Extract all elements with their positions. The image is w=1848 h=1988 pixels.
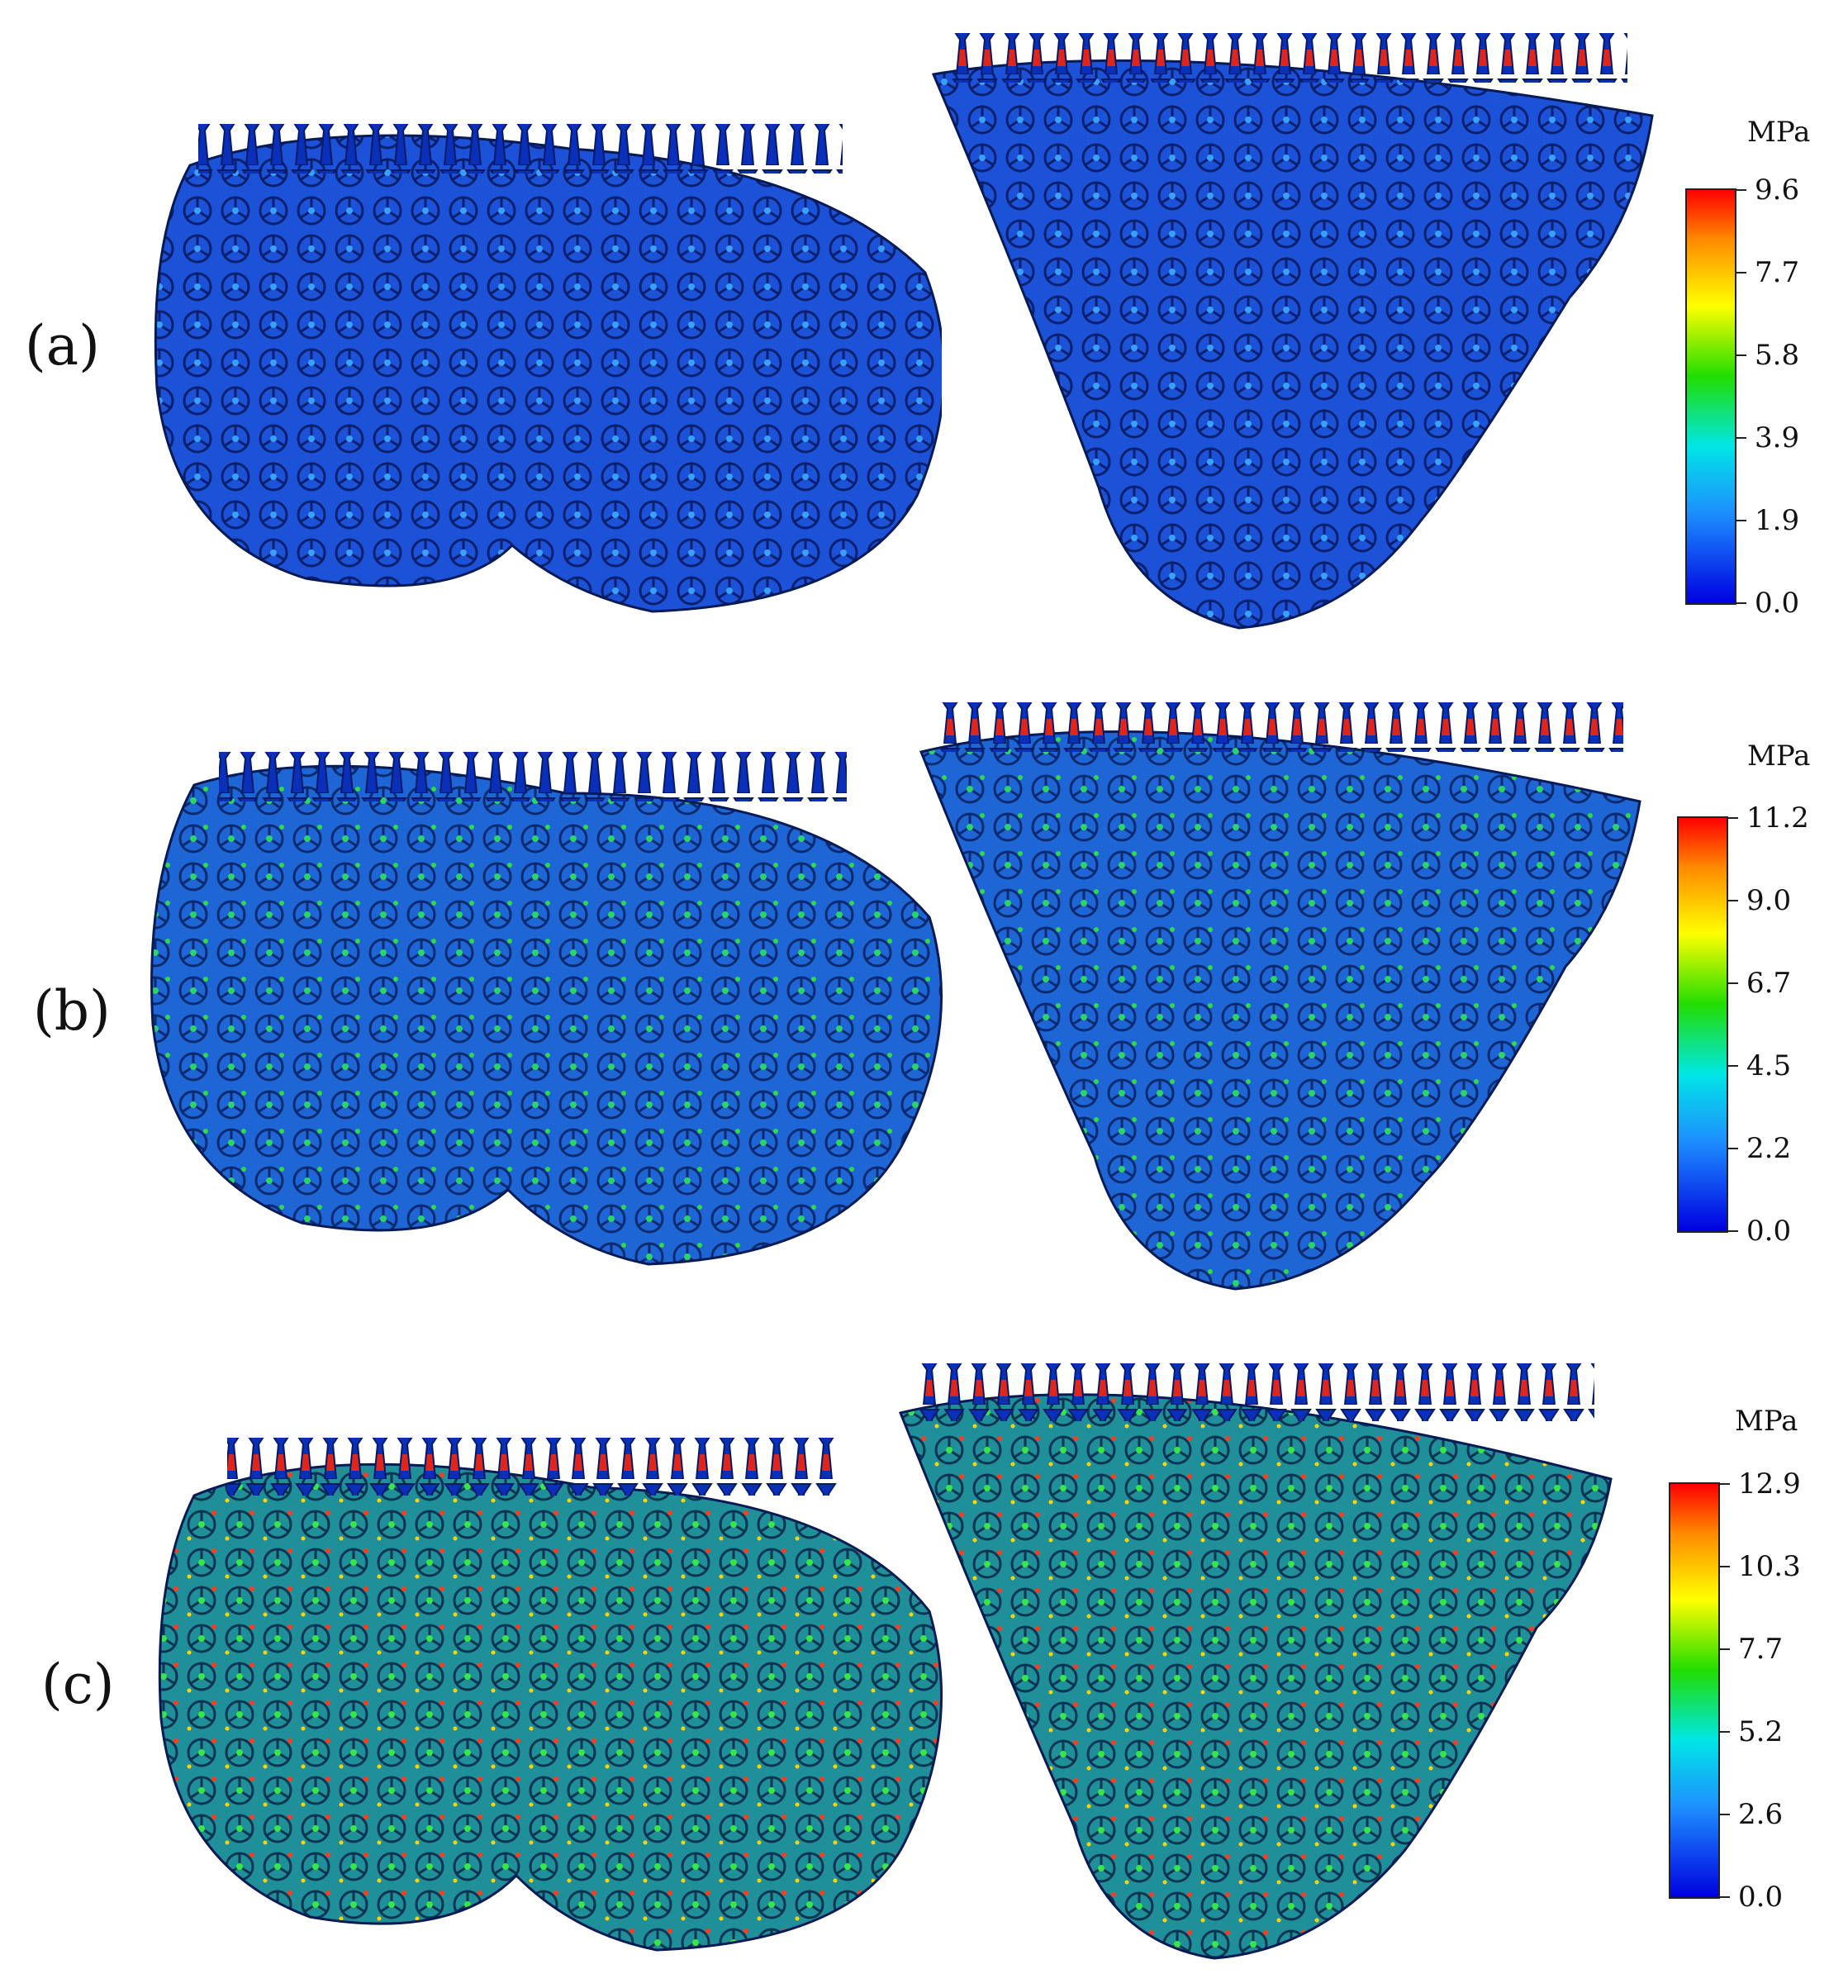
scaffold-right-render bbox=[898, 1363, 1613, 1960]
scaffold-left-render bbox=[154, 124, 942, 613]
tick-label: 7.7 bbox=[1738, 1633, 1784, 1666]
tick-label: 4.5 bbox=[1746, 1049, 1792, 1082]
tick-label: 0.0 bbox=[1738, 1881, 1784, 1914]
tick-label: 0.0 bbox=[1755, 587, 1800, 620]
tick bbox=[1718, 1731, 1730, 1733]
tick-label: 1.9 bbox=[1755, 504, 1800, 537]
tick-label: 0.0 bbox=[1746, 1215, 1792, 1248]
tick-label: 2.6 bbox=[1738, 1798, 1784, 1831]
tick bbox=[1735, 602, 1746, 604]
tick bbox=[1727, 1065, 1738, 1067]
colorbar bbox=[1669, 1482, 1720, 1899]
panel-c: (c) MPa 12.9 10.3 7.7 5.2 2.6 0.0 bbox=[0, 1339, 1848, 1983]
scaffold-left-render bbox=[158, 1438, 943, 1952]
tick-label: 5.2 bbox=[1738, 1715, 1784, 1748]
tick bbox=[1735, 520, 1746, 521]
tick-label: 11.2 bbox=[1746, 801, 1809, 835]
panel-a: (a) MPa 9.6 7.7 5.8 3.9 1.9 0.0 bbox=[0, 0, 1848, 644]
tick bbox=[1718, 1814, 1730, 1815]
tick bbox=[1735, 272, 1746, 273]
colorbar-unit: MPa bbox=[1747, 740, 1811, 773]
scaffold-left-render bbox=[150, 752, 943, 1266]
tick bbox=[1727, 982, 1738, 984]
panel-label: (b) bbox=[33, 979, 111, 1043]
tick-label: 5.8 bbox=[1755, 339, 1800, 372]
tick bbox=[1718, 1566, 1730, 1567]
colorbar-unit: MPa bbox=[1735, 1405, 1798, 1438]
panel-b: (b) MPa 11.2 9.0 6.7 4.5 2.2 0.0 bbox=[0, 661, 1848, 1306]
tick-label: 7.7 bbox=[1755, 256, 1800, 289]
tick bbox=[1735, 189, 1746, 191]
tick-label: 9.6 bbox=[1755, 174, 1800, 207]
scaffold-right-render bbox=[931, 33, 1654, 630]
tick bbox=[1727, 900, 1738, 901]
tick bbox=[1727, 1148, 1738, 1149]
tick-label: 9.0 bbox=[1746, 884, 1792, 917]
tick-label: 6.7 bbox=[1746, 967, 1792, 1000]
tick bbox=[1735, 437, 1746, 439]
panel-label: (c) bbox=[41, 1653, 115, 1716]
colorbar-unit: MPa bbox=[1747, 116, 1811, 149]
tick-label: 10.3 bbox=[1738, 1550, 1801, 1583]
tick bbox=[1727, 817, 1738, 819]
tick bbox=[1718, 1483, 1730, 1485]
tick-label: 12.9 bbox=[1738, 1467, 1801, 1501]
colorbar bbox=[1677, 816, 1728, 1233]
tick bbox=[1718, 1648, 1730, 1650]
tick-label: 3.9 bbox=[1755, 421, 1800, 454]
panel-label: (a) bbox=[25, 314, 100, 378]
scaffold-right-render bbox=[919, 702, 1641, 1291]
tick bbox=[1735, 354, 1746, 356]
tick bbox=[1718, 1896, 1730, 1898]
tick-label: 2.2 bbox=[1746, 1132, 1792, 1165]
colorbar bbox=[1685, 188, 1736, 605]
tick bbox=[1727, 1230, 1738, 1232]
